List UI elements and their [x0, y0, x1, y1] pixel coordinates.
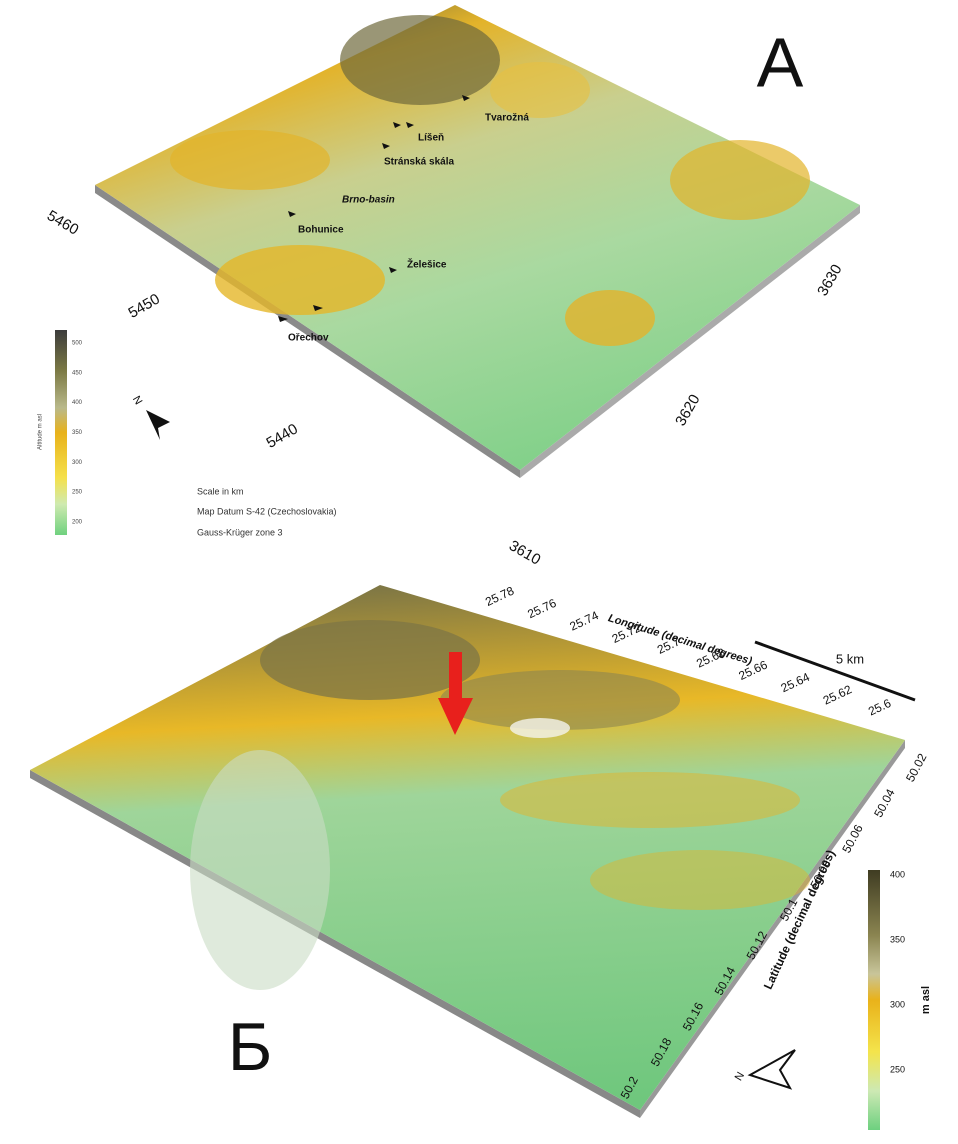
legend-tick: 250 [890, 1064, 905, 1074]
legend-bar [868, 870, 880, 1130]
red-arrow [438, 652, 473, 735]
legend-title: Altitude m asl [38, 414, 44, 450]
legend-tick: 300 [890, 999, 905, 1009]
north-arrow [146, 410, 170, 440]
place-label: Ořechov [288, 333, 329, 344]
legend-bar [55, 330, 67, 535]
legend-tick: 400 [890, 869, 905, 879]
north-arrow [747, 1049, 796, 1090]
easting-label: 3630 [814, 262, 845, 299]
legend-tick: 350 [890, 934, 905, 944]
legend-tick: 300 [72, 460, 83, 466]
note: Gauss-Krüger zone 3 [197, 527, 283, 537]
latitude-tick: 50.02 [903, 751, 930, 784]
north-label: N [733, 1070, 747, 1083]
scale-bar [754, 640, 916, 702]
longitude-tick: 25.76 [525, 596, 558, 622]
scale-label: 5 km [836, 651, 864, 666]
place-label: Líšeň [418, 133, 444, 144]
longitude-tick: 25.78 [483, 583, 516, 609]
legend-tick: 350 [72, 430, 83, 436]
easting-label: 3620 [672, 392, 703, 429]
latitude-tick: 50.04 [871, 786, 898, 819]
place-label: Bohunice [298, 225, 344, 236]
legend-tick: 250 [72, 490, 83, 496]
northing-label: 5440 [263, 420, 300, 451]
longitude-tick: 25.74 [568, 608, 601, 634]
north-label: N [130, 394, 144, 407]
legend-tick: 450 [72, 370, 83, 376]
northing-label: 5450 [125, 290, 162, 321]
legend-tick: 200 [72, 520, 83, 526]
northing-label: 5460 [44, 207, 81, 238]
terrain-b [30, 585, 905, 1118]
legend-tick: 500 [72, 341, 83, 347]
longitude-tick: 25.62 [821, 682, 854, 708]
panel-label: A [757, 23, 804, 101]
place-label: Želešice [407, 258, 447, 271]
panel-label: Б [228, 1009, 273, 1085]
legend-tick: 400 [72, 400, 83, 406]
note: Map Datum S-42 (Czechoslovakia) [197, 506, 337, 516]
legend-title: m asl [920, 986, 932, 1014]
place-label: Stránská skála [384, 157, 454, 168]
easting-label: 3610 [506, 537, 543, 568]
place-label: Brno-basin [342, 195, 395, 206]
place-markers [278, 95, 470, 322]
note: Scale in km [197, 486, 244, 496]
longitude-tick: 25.6 [866, 696, 893, 719]
longitude-tick: 25.64 [779, 670, 812, 696]
place-label: Tvarožná [485, 113, 529, 124]
terrain-a [95, 5, 860, 478]
